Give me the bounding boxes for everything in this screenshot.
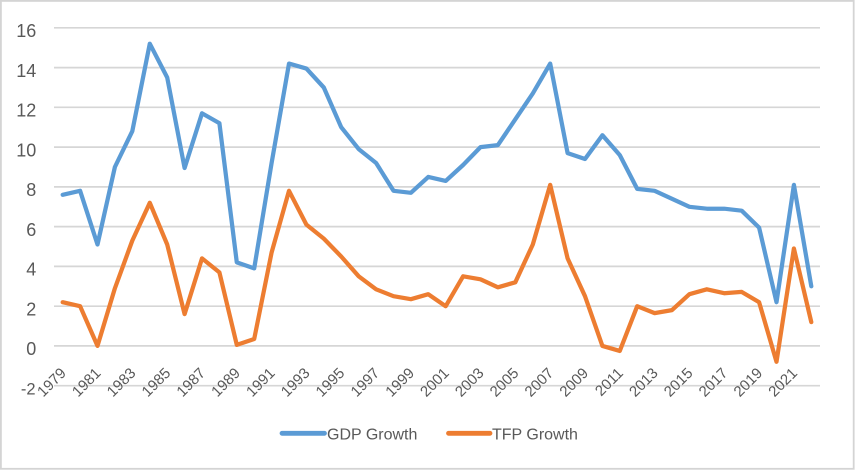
svg-text:16: 16 xyxy=(16,21,36,41)
svg-text:8: 8 xyxy=(26,180,36,200)
svg-text:GDP Growth: GDP Growth xyxy=(327,427,417,444)
svg-text:0: 0 xyxy=(26,339,36,359)
svg-text:2: 2 xyxy=(26,299,36,319)
svg-text:14: 14 xyxy=(16,61,36,81)
svg-text:10: 10 xyxy=(16,140,36,160)
svg-text:-2: -2 xyxy=(21,381,36,399)
svg-text:4: 4 xyxy=(26,260,36,280)
svg-text:12: 12 xyxy=(16,101,36,121)
svg-text:TFP Growth: TFP Growth xyxy=(492,427,578,444)
svg-text:6: 6 xyxy=(26,220,36,240)
